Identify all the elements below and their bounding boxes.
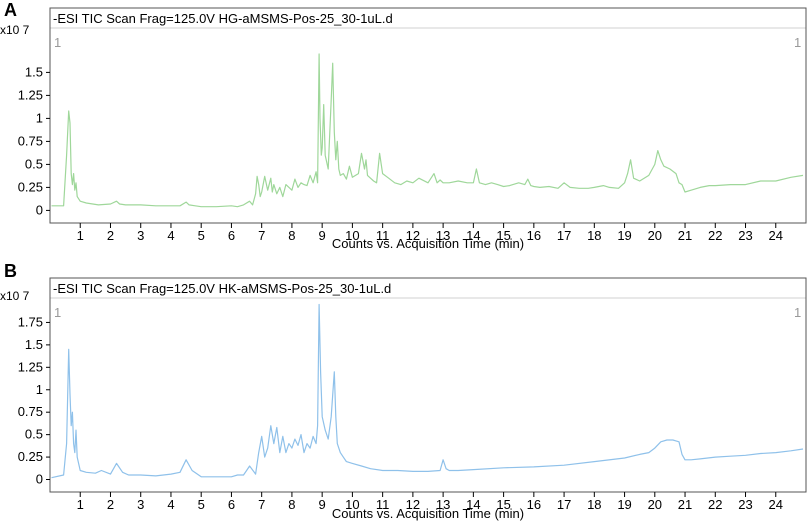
x-tick-label: 15: [496, 497, 510, 512]
x-tick-label: 17: [557, 497, 571, 512]
plot-frame: [49, 277, 807, 493]
corner-label-left: 1: [54, 305, 61, 320]
tic-trace-line: [51, 303, 804, 479]
x-tick-label: 2: [107, 497, 114, 512]
chart-title: -ESI TIC Scan Frag=125.0V HG-aMSMS-Pos-2…: [53, 11, 393, 26]
x-tick-label: 6: [228, 228, 235, 243]
x-tick-label: 16: [527, 497, 541, 512]
y-tick-label: 1.5: [25, 337, 43, 352]
panel-label: A: [4, 0, 17, 20]
x-tick-label: 8: [288, 497, 295, 512]
panel-label: B: [4, 261, 17, 281]
x-tick-label: 4: [167, 497, 174, 512]
x-tick-label: 3: [137, 228, 144, 243]
y-tick-label: 0.25: [18, 449, 43, 464]
x-tick-label: 10: [345, 497, 359, 512]
x-tick-label: 5: [198, 497, 205, 512]
x-tick-label: 20: [648, 228, 662, 243]
x-tick-label: 8: [288, 228, 295, 243]
x-tick-label: 6: [228, 497, 235, 512]
y-tick-label: 1.75: [18, 314, 43, 329]
x-tick-label: 17: [557, 228, 571, 243]
x-tick-label: 18: [587, 497, 601, 512]
x-tick-label: 23: [738, 228, 752, 243]
x-axis-label: Counts vs. Acquisition Time (min): [332, 236, 524, 251]
x-tick-label: 9: [319, 228, 326, 243]
y-tick-label: 1.25: [18, 87, 43, 102]
x-tick-label: 1: [77, 228, 84, 243]
x-tick-label: 22: [708, 497, 722, 512]
x-tick-label: 11: [376, 497, 390, 512]
x-axis-label: Counts vs. Acquisition Time (min): [332, 506, 524, 521]
x-tick-label: 14: [466, 228, 480, 243]
y-tick-label: 0: [36, 472, 43, 487]
y-tick-label: 0.75: [18, 133, 43, 148]
y-tick-label: 1.25: [18, 359, 43, 374]
x-tick-label: 12: [406, 497, 420, 512]
y-scale-label: x10 7: [0, 289, 30, 303]
title-band: [50, 8, 806, 28]
y-tick-label: 0.75: [18, 404, 43, 419]
chart-title: -ESI TIC Scan Frag=125.0V HK-aMSMS-Pos-2…: [53, 281, 391, 296]
x-tick-label: 2: [107, 228, 114, 243]
y-tick-label: 1: [36, 382, 43, 397]
tic-trace-line: [51, 53, 804, 208]
y-tick-label: 0: [36, 202, 43, 217]
corner-label-right: 1: [794, 35, 801, 50]
plot-frame: [49, 7, 807, 224]
title-band: [50, 278, 806, 298]
corner-label-right: 1: [794, 305, 801, 320]
x-tick-label: 15: [496, 228, 510, 243]
x-tick-label: 12: [406, 228, 420, 243]
x-tick-label: 21: [678, 228, 692, 243]
y-tick-label: 1.5: [25, 64, 43, 79]
x-tick-label: 10: [345, 228, 359, 243]
x-tick-label: 3: [137, 497, 144, 512]
x-tick-label: 21: [678, 497, 692, 512]
x-tick-label: 11: [376, 228, 390, 243]
x-tick-label: 4: [167, 228, 174, 243]
x-tick-label: 7: [258, 228, 265, 243]
x-tick-label: 5: [198, 228, 205, 243]
x-tick-label: 18: [587, 228, 601, 243]
x-tick-label: 22: [708, 228, 722, 243]
x-tick-label: 13: [436, 497, 450, 512]
y-tick-label: 0.25: [18, 179, 43, 194]
x-tick-label: 1: [77, 497, 84, 512]
y-scale-label: x10 7: [0, 23, 30, 37]
x-tick-label: 14: [466, 497, 480, 512]
x-tick-label: 7: [258, 497, 265, 512]
x-tick-label: 13: [436, 228, 450, 243]
x-tick-label: 24: [769, 497, 783, 512]
x-tick-label: 23: [738, 497, 752, 512]
x-tick-label: 16: [527, 228, 541, 243]
x-tick-label: 24: [769, 228, 783, 243]
y-tick-label: 1: [36, 110, 43, 125]
x-tick-label: 19: [617, 497, 631, 512]
x-tick-label: 19: [617, 228, 631, 243]
x-tick-label: 20: [648, 497, 662, 512]
x-tick-label: 9: [319, 497, 326, 512]
y-tick-label: 0.5: [25, 427, 43, 442]
corner-label-left: 1: [54, 35, 61, 50]
y-tick-label: 0.5: [25, 156, 43, 171]
